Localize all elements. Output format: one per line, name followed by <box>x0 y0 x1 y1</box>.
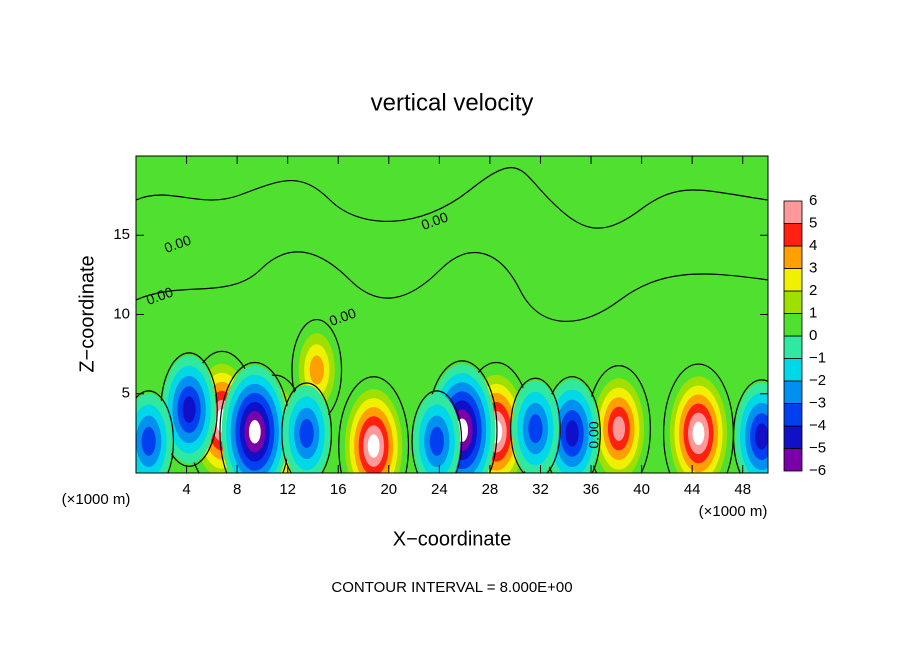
extremum <box>663 363 734 473</box>
colorbar-swatch <box>783 200 803 224</box>
colorbar-label: 2 <box>809 282 817 299</box>
extremum <box>586 365 651 473</box>
contour-band <box>429 426 444 456</box>
x-tick-label: 20 <box>380 481 397 498</box>
zero-contour <box>411 390 463 473</box>
x-tick-label: 16 <box>330 481 347 498</box>
x-tick-label: 8 <box>233 481 241 498</box>
contour-band <box>141 426 156 456</box>
contour-band <box>309 355 324 385</box>
extremum <box>281 382 333 473</box>
colorbar-swatch <box>783 380 803 404</box>
colorbar-label: 3 <box>809 259 817 276</box>
zero-contour <box>136 390 175 473</box>
zero-contour <box>281 382 333 473</box>
extremum <box>411 390 463 473</box>
x-tick-label: 44 <box>684 481 701 498</box>
zero-contour <box>510 377 561 473</box>
x-tick-label: 32 <box>532 481 549 498</box>
colorbar-swatch <box>783 425 803 449</box>
colorbar-label: 5 <box>809 214 817 231</box>
contour-band <box>755 423 768 450</box>
colorbar-swatch <box>783 313 803 337</box>
x-tick-label: 40 <box>633 481 650 498</box>
x-axis-label: X−coordinate <box>393 528 511 550</box>
field <box>136 156 768 473</box>
y-axis-label: Z−coordinate <box>76 255 98 372</box>
colorbar-swatch <box>783 223 803 247</box>
colorbar-label: −6 <box>809 462 826 479</box>
x-tick-label: 24 <box>431 481 448 498</box>
extremum <box>160 352 218 467</box>
overlay: 0.000.000.000.000.004 8 12 16 20 24 28 32 36 40 44… <box>113 155 826 498</box>
extremum <box>543 376 601 473</box>
colorbar-label: 6 <box>809 192 817 209</box>
colorbar-label: −5 <box>809 439 826 456</box>
contour-band <box>565 420 579 447</box>
extremum <box>136 390 175 473</box>
extremum <box>219 361 291 473</box>
colorbar-swatch <box>783 268 803 292</box>
footer: CONTOUR INTERVAL = 8.000E+00 <box>331 579 572 596</box>
y-tick-label: 5 <box>122 385 130 402</box>
extremum <box>338 376 410 473</box>
colorbar-swatch <box>783 358 803 382</box>
zero-contour <box>338 376 410 473</box>
zero-contour <box>136 251 768 322</box>
extremum <box>510 377 561 473</box>
contour-band <box>182 396 196 423</box>
x-origin-unit: (×1000 m) <box>62 491 131 508</box>
contour-band <box>299 418 314 448</box>
x-tick-label: 36 <box>583 481 600 498</box>
zero-contour <box>136 167 768 229</box>
x-tick-label: 28 <box>482 481 499 498</box>
colorbar-swatch <box>783 448 803 472</box>
colorbar-label: 0 <box>809 327 817 344</box>
colorbar-label: −2 <box>809 372 826 389</box>
contour-band <box>367 434 380 458</box>
x-tick-label: 48 <box>734 481 751 498</box>
colorbar-label: −1 <box>809 349 826 366</box>
colorbar-swatch <box>783 290 803 314</box>
contour-label: 0.00 <box>586 421 602 448</box>
colorbar-swatch <box>783 403 803 427</box>
x-axis-unit: (×1000 m) <box>699 503 768 520</box>
colorbar-label: −3 <box>809 394 826 411</box>
contour-band <box>528 414 543 444</box>
contour-band <box>612 416 626 442</box>
colorbar-label: 4 <box>809 237 817 254</box>
contour-band <box>248 420 261 444</box>
y-tick-label: 15 <box>113 226 130 243</box>
colorbar-label: 1 <box>809 304 817 321</box>
contour-band <box>692 421 705 446</box>
zero-contour <box>732 379 768 473</box>
x-tick-label: 4 <box>182 481 190 498</box>
x-tick-label: 12 <box>279 481 296 498</box>
colorbar-label: −4 <box>809 417 826 434</box>
chart-title: vertical velocity <box>371 89 534 116</box>
extremum <box>732 379 768 473</box>
colorbar-swatch <box>783 245 803 269</box>
y-tick-label: 10 <box>113 305 130 322</box>
colorbar-swatch <box>783 335 803 359</box>
